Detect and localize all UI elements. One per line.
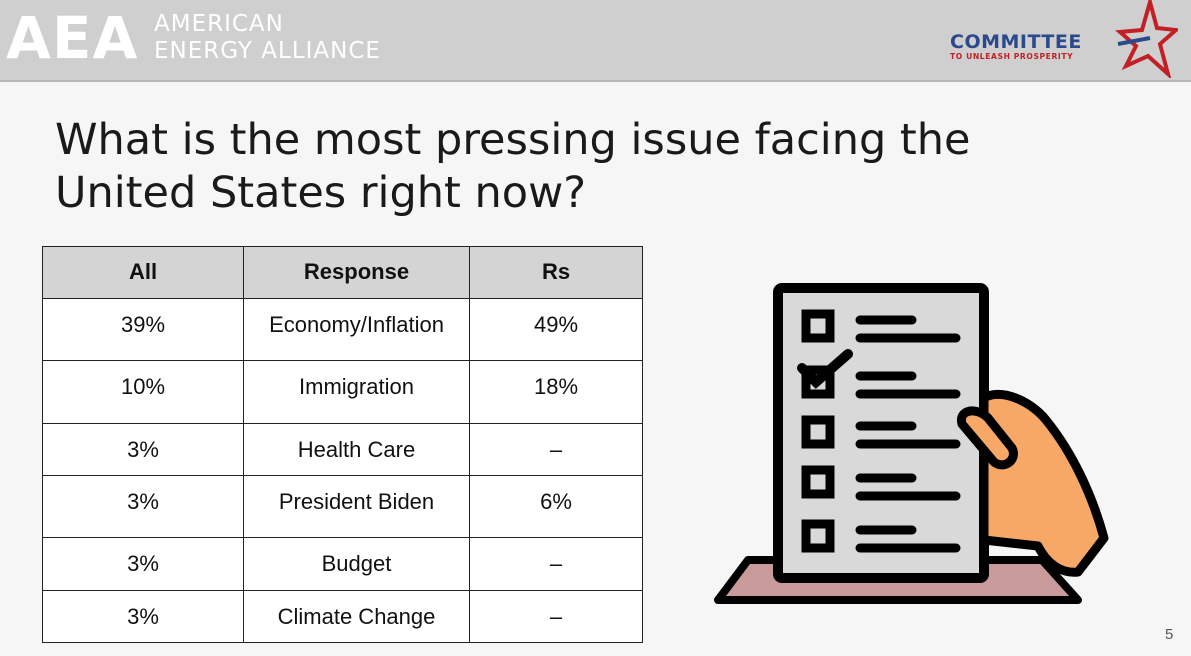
table-row: 3% Budget –: [42, 537, 643, 591]
table-row: 3% Climate Change –: [42, 590, 643, 643]
aea-logo-name: AMERICAN ENERGY ALLIANCE: [154, 11, 381, 65]
header-bar: AEA AMERICAN ENERGY ALLIANCE COMMITTEE T…: [0, 0, 1191, 82]
column-header-rs: Rs: [469, 246, 643, 299]
results-table: All Response Rs 39% Economy/Inflation 49…: [42, 246, 643, 643]
cell-all: 3%: [42, 537, 244, 591]
table-row: 3% President Biden 6%: [42, 475, 643, 538]
star-icon: [1115, 0, 1178, 78]
cell-response: Immigration: [243, 360, 470, 424]
cell-response: Budget: [243, 537, 470, 591]
table-row: 10% Immigration 18%: [42, 360, 643, 424]
committee-logo-word: COMMITTEE: [950, 31, 1082, 53]
checklist-hand-icon: [714, 283, 1109, 604]
cell-rs: –: [469, 590, 643, 643]
cell-all: 39%: [42, 298, 244, 361]
cell-rs: 6%: [469, 475, 643, 538]
aea-name-line2: ENERGY ALLIANCE: [154, 38, 381, 64]
hand-icon: [979, 389, 1109, 577]
page-number: 5: [1165, 626, 1174, 643]
cell-rs: 18%: [469, 360, 643, 424]
cell-all: 3%: [42, 475, 244, 538]
column-header-all: All: [42, 246, 244, 299]
cell-response: Economy/Inflation: [243, 298, 470, 361]
aea-logo-mark: AEA: [6, 4, 139, 72]
cell-rs: –: [469, 423, 643, 476]
slide-title: What is the most pressing issue facing t…: [55, 115, 971, 218]
column-header-response: Response: [243, 246, 470, 299]
cell-all: 3%: [42, 590, 244, 643]
cell-all: 3%: [42, 423, 244, 476]
cell-rs: 49%: [469, 298, 643, 361]
aea-name-line1: AMERICAN: [154, 11, 284, 37]
checklist-rows-icon: [801, 309, 961, 553]
cell-response: President Biden: [243, 475, 470, 538]
cell-response: Climate Change: [243, 590, 470, 643]
cell-response: Health Care: [243, 423, 470, 476]
committee-logo-tagline: TO UNLEASH PROSPERITY: [950, 52, 1074, 61]
committee-logo: COMMITTEE TO UNLEASH PROSPERITY: [945, 0, 1180, 80]
cell-rs: –: [469, 537, 643, 591]
table-row: 3% Health Care –: [42, 423, 643, 476]
check-mark-icon: [797, 349, 853, 389]
cell-all: 10%: [42, 360, 244, 424]
table-header-row: All Response Rs: [42, 246, 643, 299]
table-row: 39% Economy/Inflation 49%: [42, 298, 643, 361]
